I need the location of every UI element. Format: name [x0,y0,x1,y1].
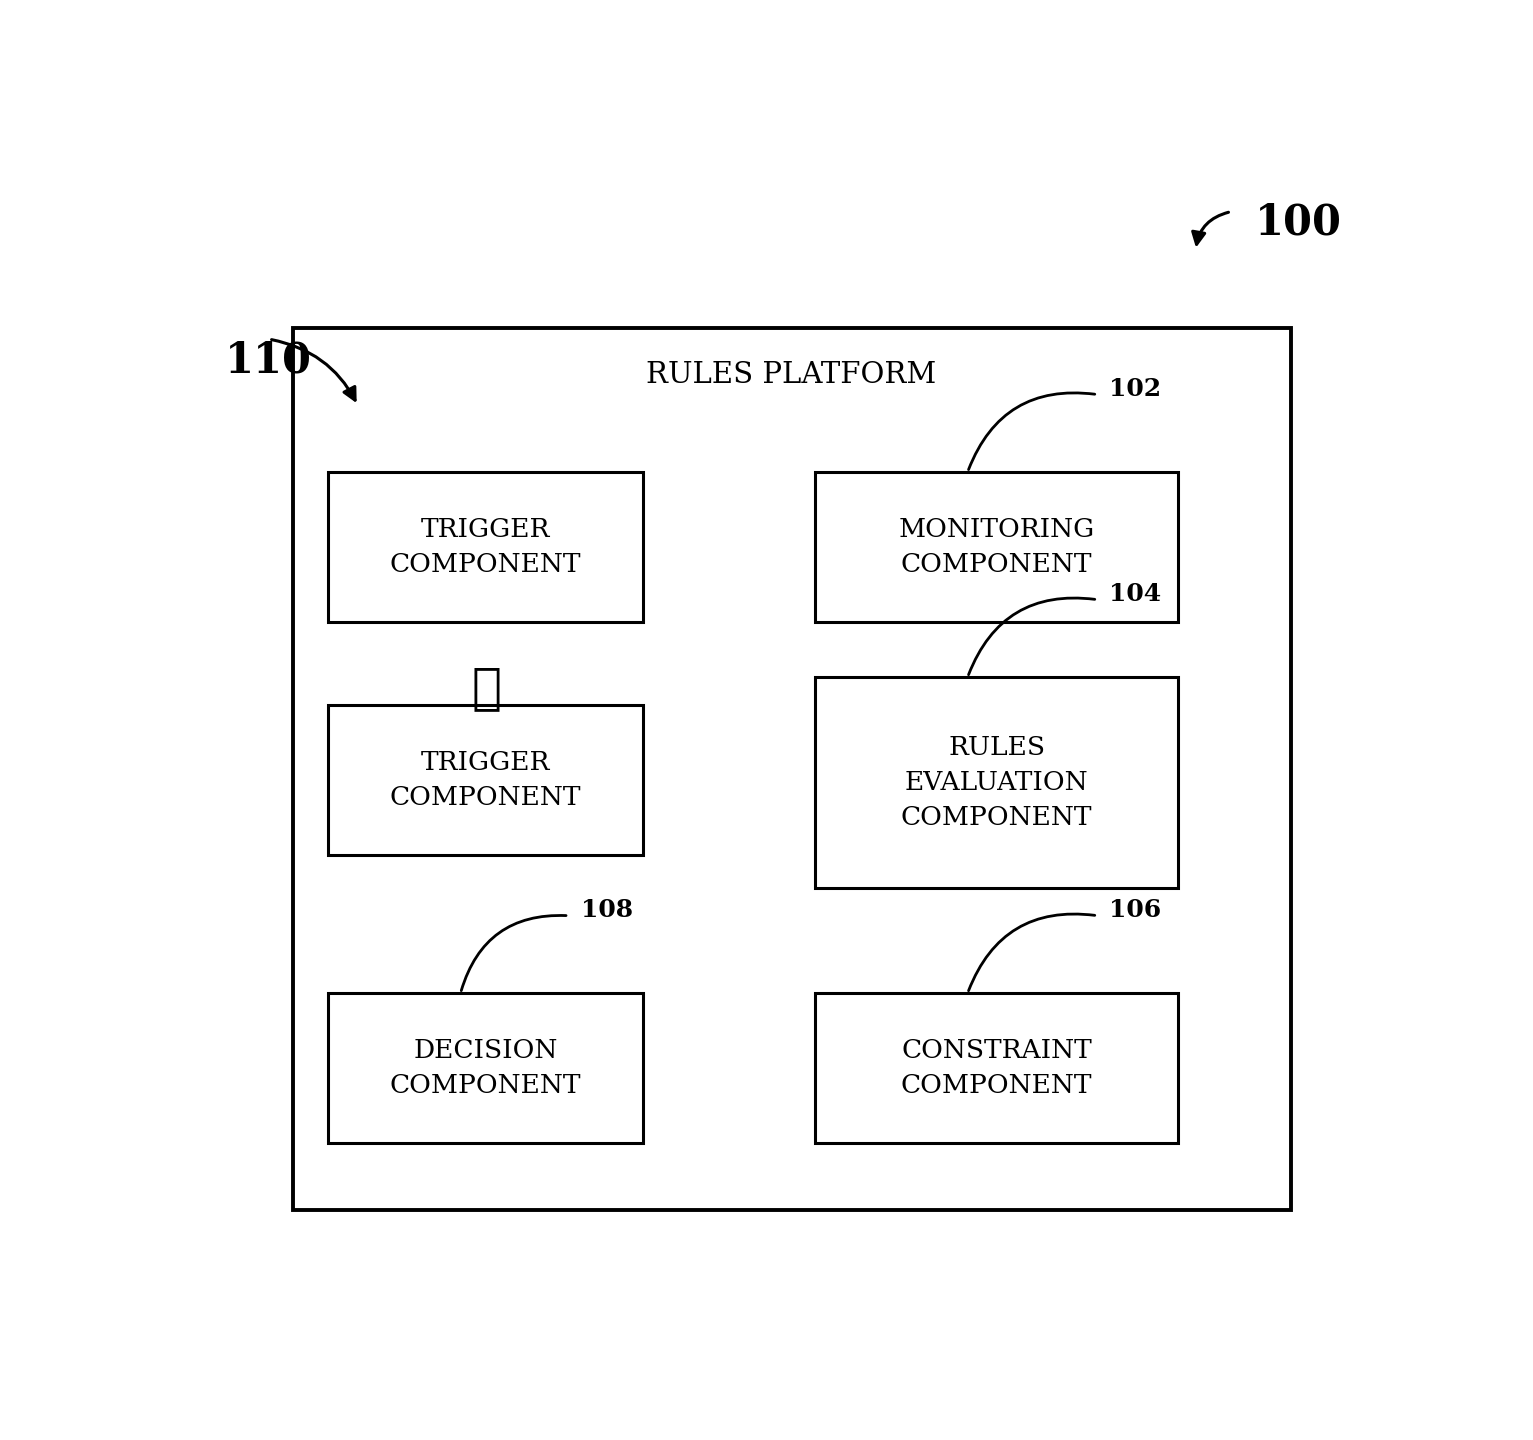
Text: MONITORING
COMPONENT: MONITORING COMPONENT [898,517,1095,577]
Text: 106: 106 [1110,899,1162,922]
Text: 104: 104 [1110,582,1162,606]
Text: 100: 100 [1256,202,1341,243]
Text: TRIGGER
COMPONENT: TRIGGER COMPONENT [389,750,581,809]
Bar [816,994,1177,1143]
Text: 110: 110 [225,338,311,382]
Text: RULES PLATFORM: RULES PLATFORM [647,361,937,389]
Bar [328,994,642,1143]
Text: CONSTRAINT
COMPONENT: CONSTRAINT COMPONENT [901,1038,1093,1099]
Bar [328,706,642,855]
Text: 102: 102 [1110,377,1162,400]
Text: RULES
EVALUATION
COMPONENT: RULES EVALUATION COMPONENT [901,736,1093,829]
Bar [816,677,1177,888]
Text: DECISION
COMPONENT: DECISION COMPONENT [389,1038,581,1099]
Text: 108: 108 [581,899,633,922]
Bar [816,472,1177,622]
Bar [293,328,1291,1210]
Text: TRIGGER
COMPONENT: TRIGGER COMPONENT [389,517,581,577]
Bar [328,472,642,622]
Text: ⋮: ⋮ [471,664,501,713]
